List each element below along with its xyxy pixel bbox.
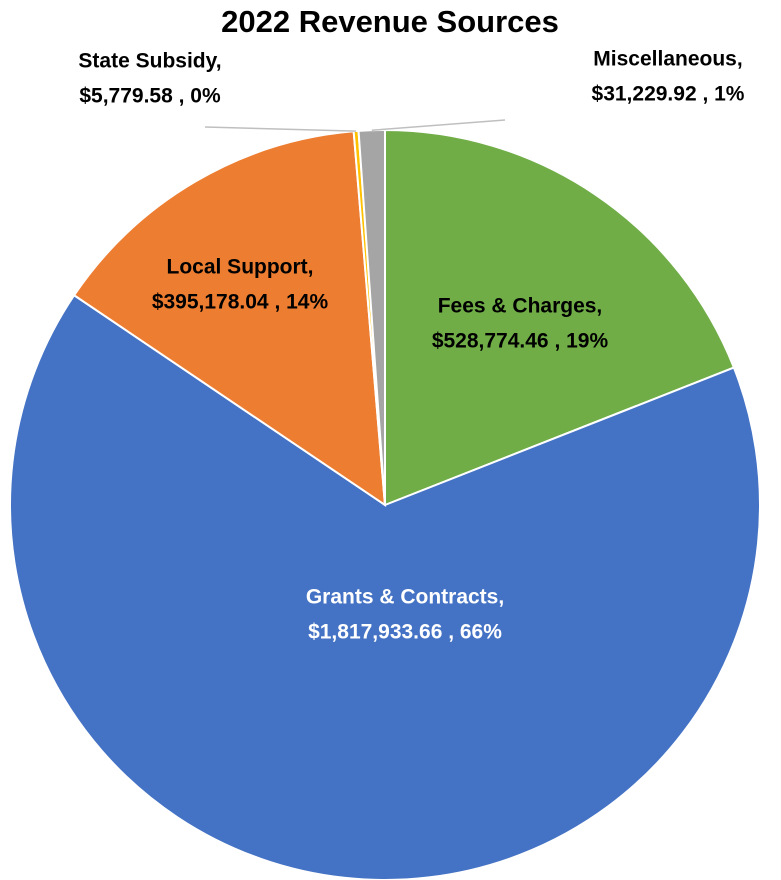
- slice-value-label: $528,774.46 , 19%: [432, 330, 609, 353]
- slice-label: Fees & Charges,: [438, 295, 603, 318]
- slice-label: Local Support,: [167, 256, 314, 279]
- slice-value-label: $1,817,933.66 , 66%: [308, 621, 502, 644]
- leader-line: [204, 126, 357, 132]
- slice-value-label: $395,178.04 , 14%: [152, 291, 329, 314]
- leader-line: [371, 119, 506, 131]
- pie-slice: [384, 128, 736, 507]
- slice-value-label: $5,779.58 , 0%: [79, 85, 221, 108]
- pie-slice: [72, 130, 387, 507]
- slice-label: State Subsidy,: [78, 50, 221, 73]
- slice-label: Grants & Contracts,: [306, 586, 504, 609]
- slice-label: Miscellaneous,: [593, 48, 742, 71]
- slice-value-label: $31,229.92 , 1%: [592, 83, 745, 106]
- chart-title: 2022 Revenue Sources: [221, 4, 559, 39]
- pie-slice: [9, 293, 761, 880]
